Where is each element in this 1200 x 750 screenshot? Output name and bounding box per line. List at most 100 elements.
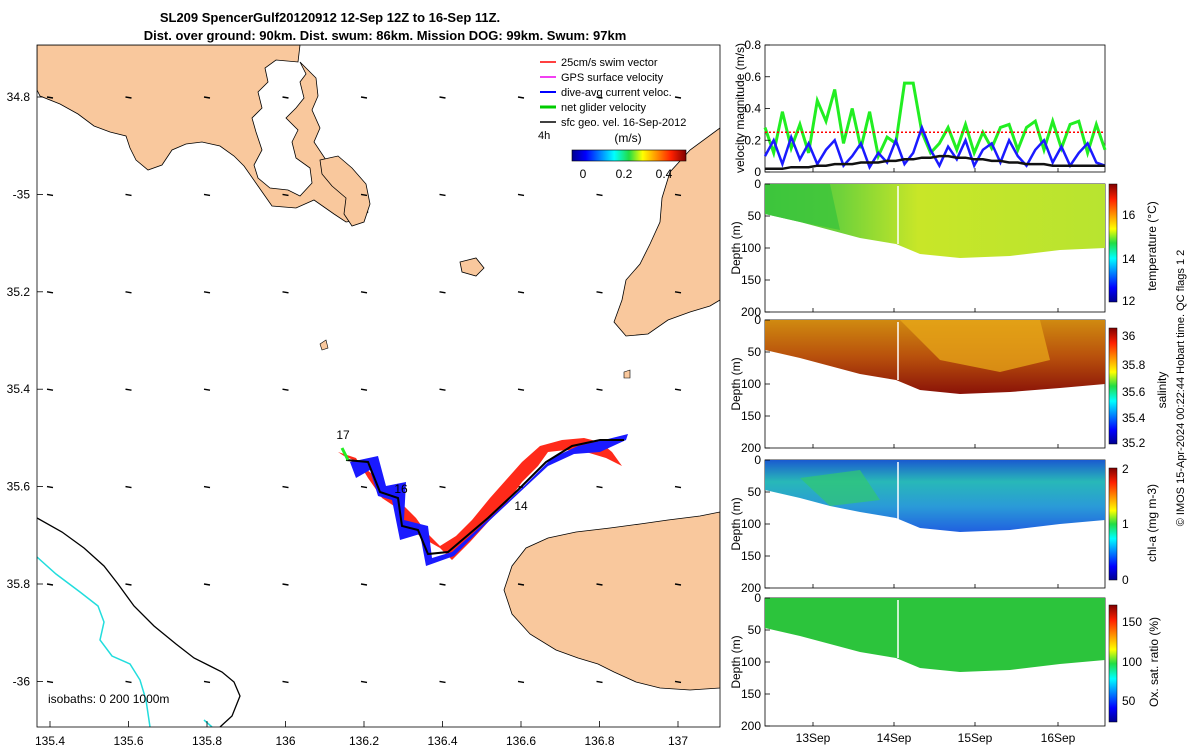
sfc-velocity-vector: [517, 680, 525, 684]
map-panel: 17 16 14 25cm/s swim vector GPS surface …: [7, 44, 721, 748]
sfc-velocity-vector: [46, 291, 54, 294]
glider-track: 17 16 14: [336, 428, 628, 566]
map-xtick-label: 137: [668, 734, 688, 748]
salinity-cbar-tick: 35.8: [1122, 358, 1146, 372]
sfc-velocity-vector: [596, 388, 603, 391]
depth-axis-label: Depth (m): [729, 357, 743, 410]
legend-label: dive-avg current veloc.: [561, 87, 672, 99]
isobath-label: isobaths: 0 200 1000m: [48, 692, 169, 706]
land-yorke-peninsula: [37, 45, 369, 223]
colorbar-tick: 0.4: [656, 167, 673, 181]
sfc-velocity-vector: [439, 485, 446, 489]
sfc-velocity-vector: [282, 680, 289, 684]
colorbar-tick: 0: [580, 167, 587, 181]
velocity-ytick-label: 0.2: [744, 133, 761, 147]
sfc-velocity-vector: [203, 193, 211, 197]
land-east-coast: [613, 127, 720, 337]
sfc-velocity-vector: [125, 291, 132, 294]
side-credit: © IMOS 15-Apr-2024 00:22:44 Hobart time.…: [1175, 250, 1187, 527]
depth-tick-label: 200: [741, 719, 761, 733]
sfc-velocity-vector: [596, 680, 603, 684]
depth-tick-label: 100: [741, 377, 761, 391]
track-start-marker: [340, 447, 350, 461]
temperature-cbar-tick: 14: [1122, 252, 1136, 266]
sfc-velocity-vector: [360, 680, 368, 684]
sfc-velocity-vector: [596, 96, 603, 99]
depth-tick-label: 50: [748, 345, 762, 359]
velocity-panel: 0 0.2 0.4 0.6 0.8 velocity magnitude (m/s): [733, 38, 1107, 179]
sfc-velocity-vector: [517, 388, 525, 391]
sfc-velocity-vector: [203, 485, 211, 489]
salinity-colorbar: [1108, 327, 1118, 445]
depth-tick-label: 150: [741, 549, 761, 563]
depth-tick-label: 150: [741, 273, 761, 287]
sfc-velocity-vector: [674, 680, 682, 684]
sfc-velocity-vector: [46, 193, 54, 197]
map-xtick-label: 136.2: [349, 734, 379, 748]
sfc-velocity-vector: [203, 96, 211, 99]
velocity-ticks: 0 0.2 0.4 0.6 0.8: [744, 38, 770, 179]
chart-subtitle: Dist. over ground: 90km. Dist. swum: 86k…: [144, 28, 627, 43]
map-ytick-label: 35.8: [7, 577, 31, 591]
oxygen-cbar-tick: 50: [1122, 694, 1136, 708]
map-ytick-label: 34.8: [7, 90, 31, 104]
sfc-velocity-vector: [596, 583, 603, 586]
map-ytick-label: -35: [13, 187, 31, 201]
sfc-velocity-vector: [125, 96, 132, 99]
sfc-velocity-vector: [517, 96, 525, 99]
salinity-label: salinity: [1155, 372, 1169, 409]
depth-tick-label: 50: [748, 209, 762, 223]
legend-label: net glider velocity: [561, 102, 646, 114]
day-label-14: 14: [514, 499, 528, 513]
velocity-line-sfc: [765, 154, 1105, 171]
sfc-velocity-vector: [46, 388, 54, 391]
depth-axis-label: Depth (m): [729, 221, 743, 274]
chla-panel: 0 1 2 chl-a (mg m-3): [764, 459, 1159, 589]
legend-label: sfc geo. vel. 16-Sep-2012: [561, 117, 686, 129]
velocity-ylabel: velocity magnitude (m/s): [733, 43, 747, 173]
map-ytick-label: 35.4: [7, 382, 31, 396]
depth-tick-label: 0: [754, 453, 761, 467]
map-xtick-label: 136.6: [506, 734, 536, 748]
velocity-ytick-label: 0.4: [744, 102, 761, 116]
temperature-field-cool: [765, 184, 840, 230]
time-tick-label: 13Sep: [796, 731, 831, 745]
sfc-velocity-vectors: [46, 96, 682, 684]
map-xtick-label: 136: [275, 734, 295, 748]
sfc-velocity-vector: [125, 583, 132, 586]
sfc-velocity-vector: [674, 96, 682, 99]
sfc-velocity-vector: [203, 680, 211, 684]
sfc-velocity-vector: [46, 583, 54, 586]
depth-tick-label: 100: [741, 517, 761, 531]
sfc-velocity-vector: [596, 193, 603, 197]
chla-label: chl-a (mg m-3): [1145, 484, 1159, 562]
salinity-panel: 35.2 35.4 35.6 35.8 36 salinity: [764, 319, 1169, 450]
depth-axes: 0 50 100 150 200 Depth (m) 0 50 100 150 200 Depth (…: [729, 177, 770, 733]
sfc-velocity-vector: [439, 583, 446, 586]
sfc-velocity-vector: [674, 388, 682, 391]
temperature-cbar-tick: 16: [1122, 208, 1136, 222]
sfc-velocity-vector: [203, 388, 211, 391]
sfc-velocity-vector: [125, 388, 132, 391]
sfc-velocity-vector: [517, 583, 525, 586]
sfc-velocity-vector: [125, 193, 132, 197]
isobath-1000: [37, 556, 151, 727]
sfc-velocity-vector: [360, 388, 368, 391]
time-tick-label: 14Sep: [877, 731, 912, 745]
sfc-velocity-vector: [360, 96, 368, 99]
map-legend: 25cm/s swim vector GPS surface velocity …: [538, 57, 686, 181]
sfc-velocity-vector: [203, 583, 211, 586]
temperature-colorbar: [1108, 183, 1118, 303]
land-islet: [623, 369, 631, 379]
map-ytick-label: 35.2: [7, 285, 31, 299]
chart-title: SL209 SpencerGulf20120912 12-Sep 12Z to …: [160, 10, 500, 25]
sfc-velocity-vector: [674, 583, 682, 586]
oxygen-field: [765, 598, 1105, 672]
sfc-velocity-vector: [360, 291, 368, 294]
map-axes: 135.4 135.6 135.8 136 136.2 136.4 136.6 136.8 13…: [7, 90, 689, 748]
map-xtick-label: 135.6: [113, 734, 143, 748]
oxygen-panel: 50 100 150 Ox. sat. ratio (%): [764, 597, 1161, 727]
oxygen-label: Ox. sat. ratio (%): [1147, 617, 1161, 707]
legend-label: GPS surface velocity: [561, 72, 664, 84]
